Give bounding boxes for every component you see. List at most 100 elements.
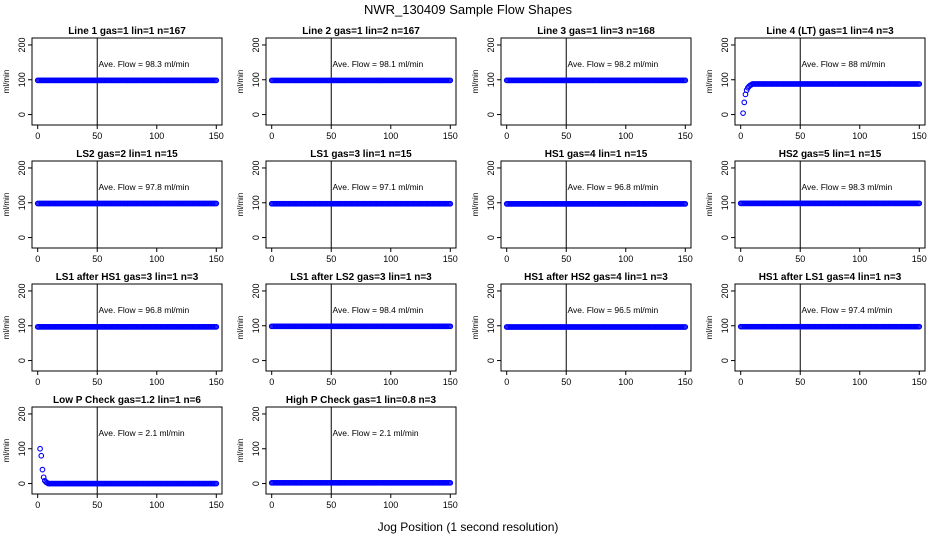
y-axis-label: ml/min xyxy=(2,193,11,217)
panel-title: Line 1 gas=1 lin=1 n=167 xyxy=(68,26,186,37)
chart-panel: Line 2 gas=1 lin=2 n=167 0 100 200 ml/min 0 50… xyxy=(236,26,458,141)
y-axis-label: ml/min xyxy=(2,70,11,94)
chart-panel: HS1 after LS1 gas=4 lin=1 n=3 0 100 200 ml/m… xyxy=(705,272,927,387)
x-tick-label: 0 xyxy=(35,500,40,510)
average-flow-annotation: Ave. Flow = 2.1 ml/min xyxy=(333,428,419,438)
x-tick-label: 150 xyxy=(443,254,458,264)
y-tick-label: 100 xyxy=(251,441,261,456)
x-tick-label: 100 xyxy=(852,377,867,387)
y-tick-label: 0 xyxy=(17,481,27,486)
plot-frame xyxy=(734,283,926,372)
chart-panel: HS1 after HS2 gas=4 lin=1 n=3 0 100 200 ml/m… xyxy=(471,272,693,387)
x-tick-label: 50 xyxy=(326,254,336,264)
panel-title: LS1 gas=3 lin=1 n=15 xyxy=(310,149,412,160)
x-tick-label: 50 xyxy=(326,377,336,387)
average-flow-annotation: Ave. Flow = 98.2 ml/min xyxy=(568,59,659,69)
panel-title: LS1 after HS1 gas=3 lin=1 n=3 xyxy=(56,272,199,283)
data-point xyxy=(447,200,454,207)
plot-frame xyxy=(265,37,457,126)
x-tick-label: 0 xyxy=(269,500,274,510)
panel-title: HS1 after HS2 gas=4 lin=1 n=3 xyxy=(524,272,668,283)
x-tick-label: 50 xyxy=(92,500,102,510)
data-point xyxy=(447,479,454,486)
y-tick-label: 200 xyxy=(486,160,496,175)
y-tick-label: 100 xyxy=(251,195,261,210)
plot-frame xyxy=(265,406,457,495)
plot-frame xyxy=(265,283,457,372)
x-tick-label: 100 xyxy=(149,254,164,264)
data-point xyxy=(447,77,454,84)
x-tick-label: 150 xyxy=(209,254,224,264)
y-axis-label: ml/min xyxy=(471,316,480,340)
y-tick-label: 200 xyxy=(17,406,27,421)
y-tick-label: 200 xyxy=(251,406,261,421)
x-tick-label: 150 xyxy=(209,131,224,141)
x-tick-label: 0 xyxy=(738,377,743,387)
x-tick-label: 100 xyxy=(852,131,867,141)
chart-panel: Line 3 gas=1 lin=3 n=168 0 100 200 ml/min 0 50… xyxy=(471,26,693,141)
y-tick-label: 100 xyxy=(720,72,730,87)
chart-panel: Line 4 (LT) gas=1 lin=4 n=3 0 100 200 ml/min… xyxy=(705,26,927,141)
y-axis-label: ml/min xyxy=(236,70,245,94)
data-point xyxy=(40,474,47,481)
y-tick-label: 0 xyxy=(486,235,496,240)
y-tick-label: 0 xyxy=(251,235,261,240)
x-tick-label: 50 xyxy=(92,131,102,141)
x-tick-label: 150 xyxy=(678,131,693,141)
panel-title: High P Check gas=1 lin=0.8 n=3 xyxy=(286,395,437,406)
x-tick-label: 150 xyxy=(209,500,224,510)
x-tick-label: 100 xyxy=(383,254,398,264)
x-tick-label: 0 xyxy=(504,377,509,387)
y-tick-label: 100 xyxy=(486,195,496,210)
data-point xyxy=(682,77,689,84)
chart-panel: Low P Check gas=1.2 lin=1 n=6 0 100 200 ml/m… xyxy=(2,395,224,510)
chart-panel: LS2 gas=2 lin=1 n=15 0 100 200 ml/min 0 50 100 1… xyxy=(2,149,224,264)
y-tick-label: 200 xyxy=(17,160,27,175)
chart-panel: HS1 gas=4 lin=1 n=15 0 100 200 ml/min 0 50 100 1… xyxy=(471,149,693,264)
y-tick-label: 100 xyxy=(17,318,27,333)
y-tick-label: 100 xyxy=(251,72,261,87)
y-axis-label: ml/min xyxy=(705,193,714,217)
average-flow-annotation: Ave. Flow = 98.4 ml/min xyxy=(333,305,424,315)
y-tick-label: 100 xyxy=(17,72,27,87)
plot-frame xyxy=(31,37,223,126)
data-point xyxy=(916,200,923,207)
chart-panel: LS1 after HS1 gas=3 lin=1 n=3 0 100 200 ml/m… xyxy=(2,272,224,387)
x-tick-label: 0 xyxy=(35,131,40,141)
y-axis-label: ml/min xyxy=(705,316,714,340)
x-tick-label: 150 xyxy=(443,500,458,510)
panel-title: Low P Check gas=1.2 lin=1 n=6 xyxy=(53,395,201,406)
average-flow-annotation: Ave. Flow = 96.8 ml/min xyxy=(568,182,659,192)
x-tick-label: 50 xyxy=(92,377,102,387)
average-flow-annotation: Ave. Flow = 2.1 ml/min xyxy=(99,428,185,438)
chart-panel: Line 1 gas=1 lin=1 n=167 0 100 200 ml/min 0 50… xyxy=(2,26,224,141)
y-tick-label: 0 xyxy=(17,358,27,363)
x-tick-label: 50 xyxy=(561,254,571,264)
plot-frame xyxy=(500,283,692,372)
panel-title: HS1 after LS1 gas=4 lin=1 n=3 xyxy=(759,272,902,283)
x-tick-label: 50 xyxy=(795,254,805,264)
y-tick-label: 0 xyxy=(486,112,496,117)
y-tick-label: 100 xyxy=(486,318,496,333)
x-tick-label: 0 xyxy=(269,254,274,264)
y-tick-label: 200 xyxy=(720,160,730,175)
average-flow-annotation: Ave. Flow = 98.1 ml/min xyxy=(333,59,424,69)
x-tick-label: 50 xyxy=(326,131,336,141)
y-tick-label: 0 xyxy=(17,112,27,117)
data-point xyxy=(37,445,43,452)
figure-title: NWR_130409 Sample Flow Shapes xyxy=(364,2,573,17)
x-tick-label: 150 xyxy=(912,131,927,141)
y-tick-label: 200 xyxy=(251,37,261,52)
data-point xyxy=(916,81,923,87)
plot-frame xyxy=(734,37,926,126)
y-tick-label: 100 xyxy=(720,195,730,210)
x-tick-label: 50 xyxy=(326,500,336,510)
y-tick-label: 0 xyxy=(720,112,730,117)
average-flow-annotation: Ave. Flow = 98.3 ml/min xyxy=(99,59,190,69)
average-flow-annotation: Ave. Flow = 88 ml/min xyxy=(802,59,886,69)
plot-frame xyxy=(31,406,223,495)
y-tick-label: 0 xyxy=(486,358,496,363)
figure-xlabel: Jog Position (1 second resolution) xyxy=(378,520,559,534)
average-flow-annotation: Ave. Flow = 97.1 ml/min xyxy=(333,182,424,192)
